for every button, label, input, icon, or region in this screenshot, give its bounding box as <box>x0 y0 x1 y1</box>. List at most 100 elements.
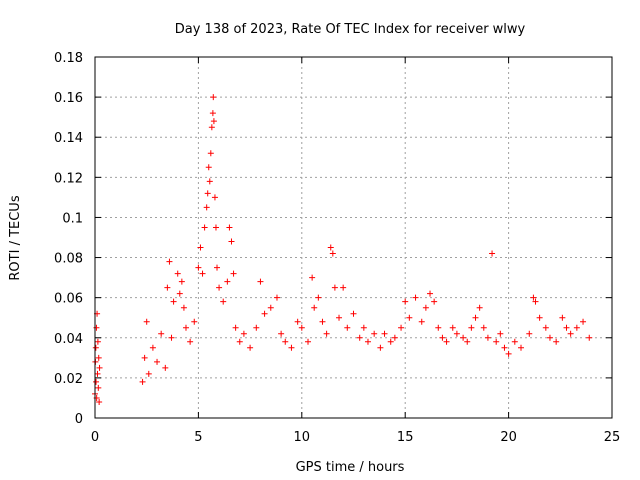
data-point <box>204 190 211 197</box>
data-point <box>208 124 215 131</box>
data-point <box>94 338 101 345</box>
data-point <box>95 354 102 361</box>
y-tick-label: 0.08 <box>54 252 83 267</box>
data-point <box>311 304 318 311</box>
data-point <box>505 350 512 357</box>
data-point <box>427 290 434 297</box>
data-point <box>149 344 156 351</box>
y-tick-label: 0.1 <box>62 211 83 226</box>
data-point <box>518 344 525 351</box>
data-point <box>468 324 475 331</box>
data-point <box>493 338 500 345</box>
data-point <box>449 324 456 331</box>
data-point <box>476 304 483 311</box>
data-point <box>327 244 334 251</box>
data-point <box>580 318 587 325</box>
data-point <box>212 224 219 231</box>
data-point <box>553 338 560 345</box>
data-point <box>273 294 280 301</box>
data-point <box>546 334 553 341</box>
data-point <box>305 338 312 345</box>
data-point <box>166 258 173 265</box>
data-point <box>257 278 264 285</box>
data-point <box>197 244 204 251</box>
data-point <box>288 344 295 351</box>
data-point <box>205 164 212 171</box>
data-point <box>501 344 508 351</box>
y-tick-label: 0.06 <box>54 292 83 307</box>
data-point <box>154 358 161 365</box>
data-point <box>331 284 338 291</box>
data-point <box>559 314 566 321</box>
data-point <box>178 278 185 285</box>
data-point <box>329 250 336 257</box>
data-point <box>435 324 442 331</box>
data-point <box>387 338 394 345</box>
data-points <box>92 94 593 405</box>
data-point <box>230 270 237 277</box>
y-tick-label: 0 <box>75 412 83 427</box>
data-point <box>464 338 471 345</box>
data-point <box>422 304 429 311</box>
data-point <box>360 324 367 331</box>
data-point <box>145 370 152 377</box>
data-point <box>170 298 177 305</box>
data-point <box>511 338 518 345</box>
plot-frame <box>94 56 613 419</box>
data-point <box>211 194 218 201</box>
data-point <box>371 330 378 337</box>
data-point <box>199 270 206 277</box>
x-tick-label: 25 <box>604 430 621 445</box>
data-point <box>323 330 330 337</box>
data-point <box>214 264 221 271</box>
data-point <box>180 304 187 311</box>
data-point <box>228 238 235 245</box>
data-point <box>240 330 247 337</box>
data-point <box>340 284 347 291</box>
data-point <box>232 324 239 331</box>
data-point <box>206 178 213 185</box>
data-point <box>484 334 491 341</box>
data-point <box>207 150 214 157</box>
data-point <box>439 334 446 341</box>
data-point <box>203 204 210 211</box>
data-point <box>532 298 539 305</box>
data-point <box>344 324 351 331</box>
data-point <box>542 324 549 331</box>
data-point <box>261 310 268 317</box>
data-point <box>226 224 233 231</box>
data-point <box>96 364 103 371</box>
data-point <box>282 338 289 345</box>
data-point <box>164 284 171 291</box>
data-point <box>480 324 487 331</box>
data-point <box>315 294 322 301</box>
data-point <box>586 334 593 341</box>
data-point <box>350 310 357 317</box>
data-point <box>143 318 150 325</box>
y-axis-label: ROTI / TECUs <box>8 195 23 280</box>
data-point <box>526 330 533 337</box>
data-point <box>191 318 198 325</box>
data-point <box>93 378 100 385</box>
data-point <box>294 318 301 325</box>
x-tick-label: 5 <box>194 430 202 445</box>
data-point <box>187 338 194 345</box>
x-tick-label: 15 <box>397 430 414 445</box>
data-point <box>567 330 574 337</box>
data-point <box>278 330 285 337</box>
x-tick-label: 10 <box>294 430 311 445</box>
data-point <box>95 384 102 391</box>
data-point <box>220 298 227 305</box>
y-tick-label: 0.16 <box>54 91 83 106</box>
data-point <box>406 314 413 321</box>
data-point <box>573 324 580 331</box>
data-point <box>356 334 363 341</box>
y-tick-label: 0.14 <box>54 131 83 146</box>
data-point <box>168 334 175 341</box>
data-point <box>139 378 146 385</box>
data-point <box>431 298 438 305</box>
y-tick-label: 0.02 <box>54 372 83 387</box>
grid-lines <box>95 57 612 418</box>
data-point <box>247 344 254 351</box>
